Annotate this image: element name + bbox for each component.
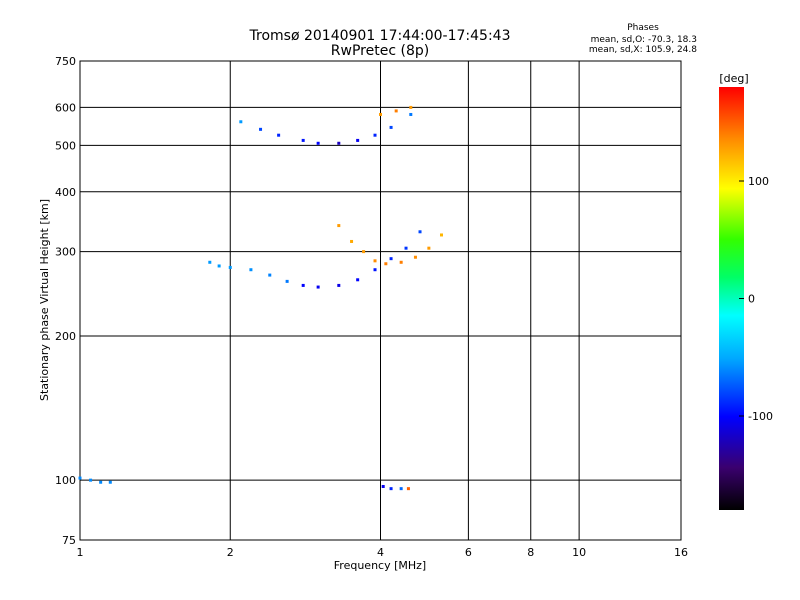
trace-point (78, 476, 82, 480)
x-tick-label: 10 (572, 546, 586, 559)
trace-series (337, 224, 444, 266)
trace-point (379, 112, 382, 116)
trace-point (389, 125, 393, 129)
trace-point (406, 487, 410, 491)
trace-point (409, 105, 413, 109)
trace-point (249, 268, 253, 272)
trace-point (381, 484, 385, 488)
trace-point (301, 283, 305, 287)
trace-point (99, 480, 103, 484)
trace-point (440, 233, 444, 237)
trace-point (362, 250, 366, 254)
trace-point (301, 138, 305, 142)
trace-point (404, 246, 408, 250)
trace-point (413, 255, 417, 259)
trace-point (217, 264, 221, 268)
chart-subtitle: RwPretec (8p) (331, 43, 429, 59)
legend-line-2: mean, sd,X: 105.9, 24.8 (589, 45, 697, 55)
trace-series (208, 230, 422, 289)
trace-point (268, 273, 272, 277)
trace-point (108, 480, 112, 484)
colorbar-tick-label: -100 (748, 410, 773, 423)
trace-point (277, 133, 281, 137)
x-tick-label: 4 (377, 546, 384, 559)
legend-title: Phases (627, 23, 659, 33)
x-axis-label: Frequency [MHz] (334, 559, 426, 572)
trace-point (316, 285, 320, 289)
y-tick-label: 100 (55, 474, 76, 487)
trace-point (384, 262, 388, 266)
colorbar-tick-label: 100 (748, 175, 769, 188)
trace-point (316, 141, 320, 145)
x-tick-label: 16 (674, 546, 688, 559)
y-tick-label: 200 (55, 330, 76, 343)
chart-title: Tromsø 20140901 17:44:00-17:45:43 (249, 28, 511, 44)
x-tick-label: 6 (465, 546, 472, 559)
x-tick-label: 8 (527, 546, 534, 559)
trace-point (208, 260, 212, 264)
x-tick-label: 2 (227, 546, 234, 559)
trace-point (373, 268, 377, 272)
y-tick-label: 750 (55, 55, 76, 68)
trace-point (350, 239, 354, 243)
trace-point (373, 259, 377, 263)
colorbar-tick-label: 0 (748, 293, 755, 306)
y-tick-label: 75 (62, 534, 76, 547)
y-axis-label: Stationary phase Virtual Height [km] (38, 199, 51, 401)
trace-point (399, 260, 403, 264)
y-tick-label: 300 (55, 246, 76, 259)
trace-series (239, 112, 413, 145)
y-tick-label: 400 (55, 186, 76, 199)
trace-point (356, 138, 360, 142)
y-axis-ticks: 75 100 200 300 400 500 600 750 (55, 55, 76, 547)
trace-point (337, 224, 341, 228)
trace-point (337, 141, 341, 145)
trace-point (337, 283, 341, 287)
legend-line-1: mean, sd,O: -70.3, 18.3 (591, 35, 697, 45)
trace-point (418, 230, 422, 234)
trace-point (373, 133, 377, 137)
data-traces (78, 105, 444, 491)
trace-point (259, 127, 263, 131)
grid (80, 61, 681, 540)
trace-point (399, 487, 403, 491)
trace-point (389, 487, 393, 491)
trace-point (356, 278, 360, 282)
trace-point (394, 109, 398, 113)
trace-point (89, 478, 93, 482)
trace-point (389, 257, 393, 261)
trace-series (78, 476, 112, 484)
colorbar-label: [deg] (719, 72, 748, 85)
trace-point (285, 279, 289, 283)
trace-series (379, 105, 413, 116)
y-tick-label: 500 (55, 139, 76, 152)
y-tick-label: 600 (55, 101, 76, 114)
trace-point (239, 120, 243, 124)
x-axis-ticks: 1 2 4 6 8 10 16 (77, 546, 689, 559)
trace-point (409, 112, 413, 116)
trace-point (228, 265, 232, 269)
trace-point (427, 246, 431, 250)
x-tick-label: 1 (77, 546, 84, 559)
colorbar-ticks: 100 0 -100 (739, 175, 773, 423)
trace-series (381, 484, 410, 491)
